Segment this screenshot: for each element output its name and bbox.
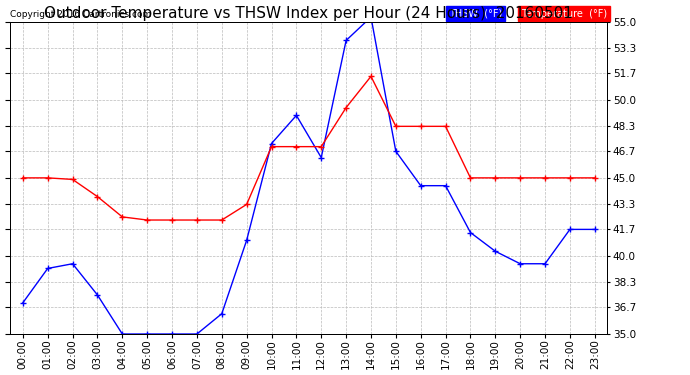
Text: Temperature  (°F): Temperature (°F): [521, 9, 607, 19]
Title: Outdoor Temperature vs THSW Index per Hour (24 Hours)  20160501: Outdoor Temperature vs THSW Index per Ho…: [44, 6, 573, 21]
Text: Copyright 2016 Cartronics.com: Copyright 2016 Cartronics.com: [10, 10, 152, 19]
Text: THSW  (°F): THSW (°F): [449, 9, 502, 19]
